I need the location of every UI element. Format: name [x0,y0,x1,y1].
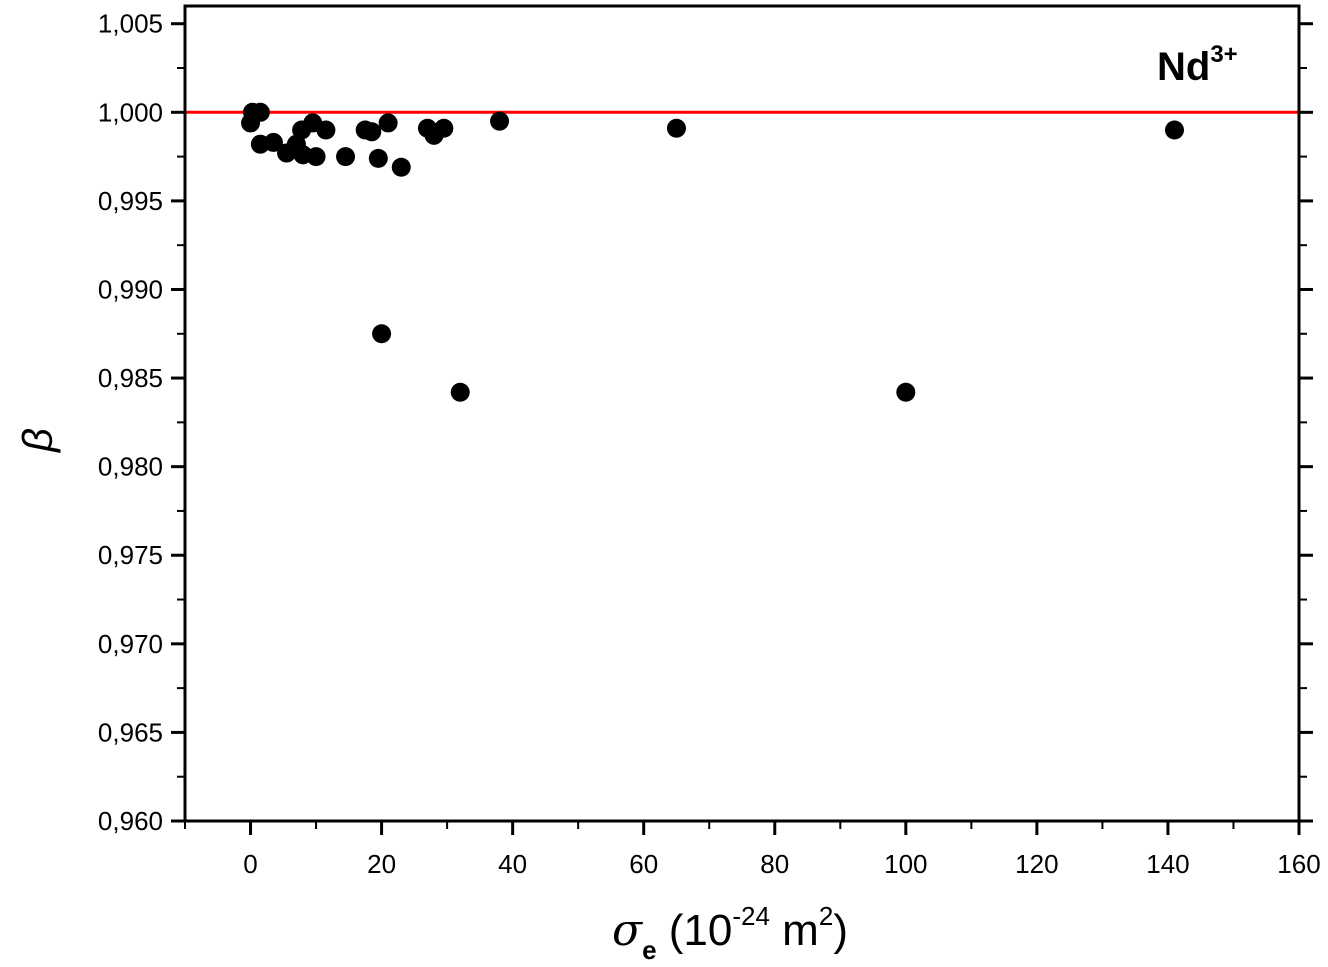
x-axis-exponent: -24 [732,901,770,931]
y-tick-label: 0,960 [98,806,163,836]
x-tick-label: 140 [1146,849,1189,879]
data-point [263,132,283,152]
y-tick-labels: 0,960 0,965 0,970 0,975 0,980 0,985 0,990 0,995… [98,9,163,836]
data-point [250,102,270,122]
y-tick-label: 0,995 [98,186,163,216]
data-points [241,102,1184,402]
x-axis-unit-exponent: 2 [819,901,833,931]
y-tick-label: 0,975 [98,540,163,570]
axis-ticks [171,22,1313,835]
data-point [666,118,686,138]
data-point [306,147,326,167]
x-tick-label: 40 [498,849,527,879]
plot-frame [183,4,1301,823]
y-tick-label: 1,000 [98,97,163,127]
x-tick-label: 160 [1277,849,1320,879]
data-point [490,111,510,131]
data-point [336,147,356,167]
x-tick-label: 80 [760,849,789,879]
annotation-text: Nd [1157,45,1210,89]
y-tick-label: 1,005 [98,9,163,39]
data-point [896,382,916,402]
x-tick-label: 60 [629,849,658,879]
data-point [450,382,470,402]
x-tick-label: 120 [1015,849,1058,879]
data-point [316,120,336,140]
data-point [368,148,388,168]
annotation-superscript: 3+ [1210,41,1237,68]
y-tick-label: 0,965 [98,717,163,747]
x-tick-labels: 0 20 40 60 80 100 120 140 160 [243,849,1320,879]
data-point [434,118,454,138]
data-point [1164,120,1184,140]
x-axis-close: ) [833,906,848,955]
data-point [362,122,382,142]
x-tick-label: 0 [243,849,257,879]
x-axis-unit-prefix: (10 [657,906,733,955]
data-point [391,157,411,177]
data-point [372,324,392,344]
y-axis-title: β [14,428,61,454]
x-axis-title: σe (10-24 m2) [612,901,848,965]
data-point [378,113,398,133]
x-tick-label: 100 [884,849,927,879]
ion-annotation: Nd3+ [1157,41,1238,89]
x-axis-unit: m [770,906,819,955]
x-axis-symbol: σ [612,905,644,956]
x-axis-subscript: e [642,935,656,965]
x-tick-label: 20 [367,849,396,879]
y-tick-label: 0,970 [98,629,163,659]
y-tick-label: 0,980 [98,452,163,482]
y-tick-label: 0,985 [98,363,163,393]
y-tick-label: 0,990 [98,274,163,304]
